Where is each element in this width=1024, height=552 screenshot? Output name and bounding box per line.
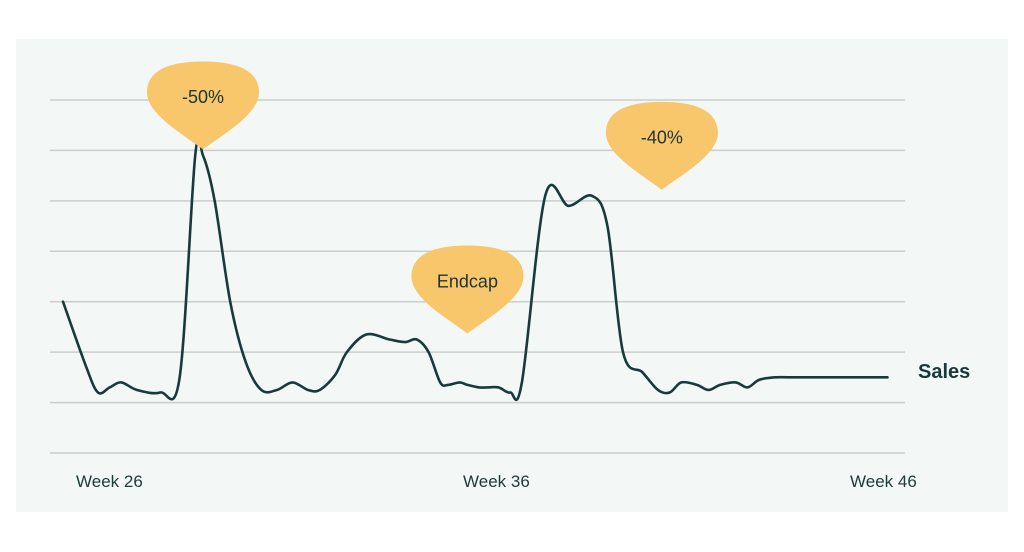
annotation-label: -50% [182,87,224,107]
annotation-bubble [605,101,718,190]
x-tick-label: Week 26 [76,472,143,491]
annotation-badges: -50% Endcap -40% [147,61,718,334]
annotation-badge: -50% [147,61,259,150]
annotation-label: Endcap [437,271,498,291]
x-tick-labels: Week 26 Week 36 Week 46 [76,472,917,491]
annotation-badge: Endcap [411,245,524,334]
x-tick-label: Week 46 [850,472,917,491]
series-label-sales: Sales [918,361,970,383]
annotation-bubble [147,61,259,150]
annotation-label: -40% [641,128,683,148]
annotation-badge: -40% [605,101,718,190]
annotation-bubble [411,245,524,334]
x-tick-label: Week 36 [463,472,530,491]
